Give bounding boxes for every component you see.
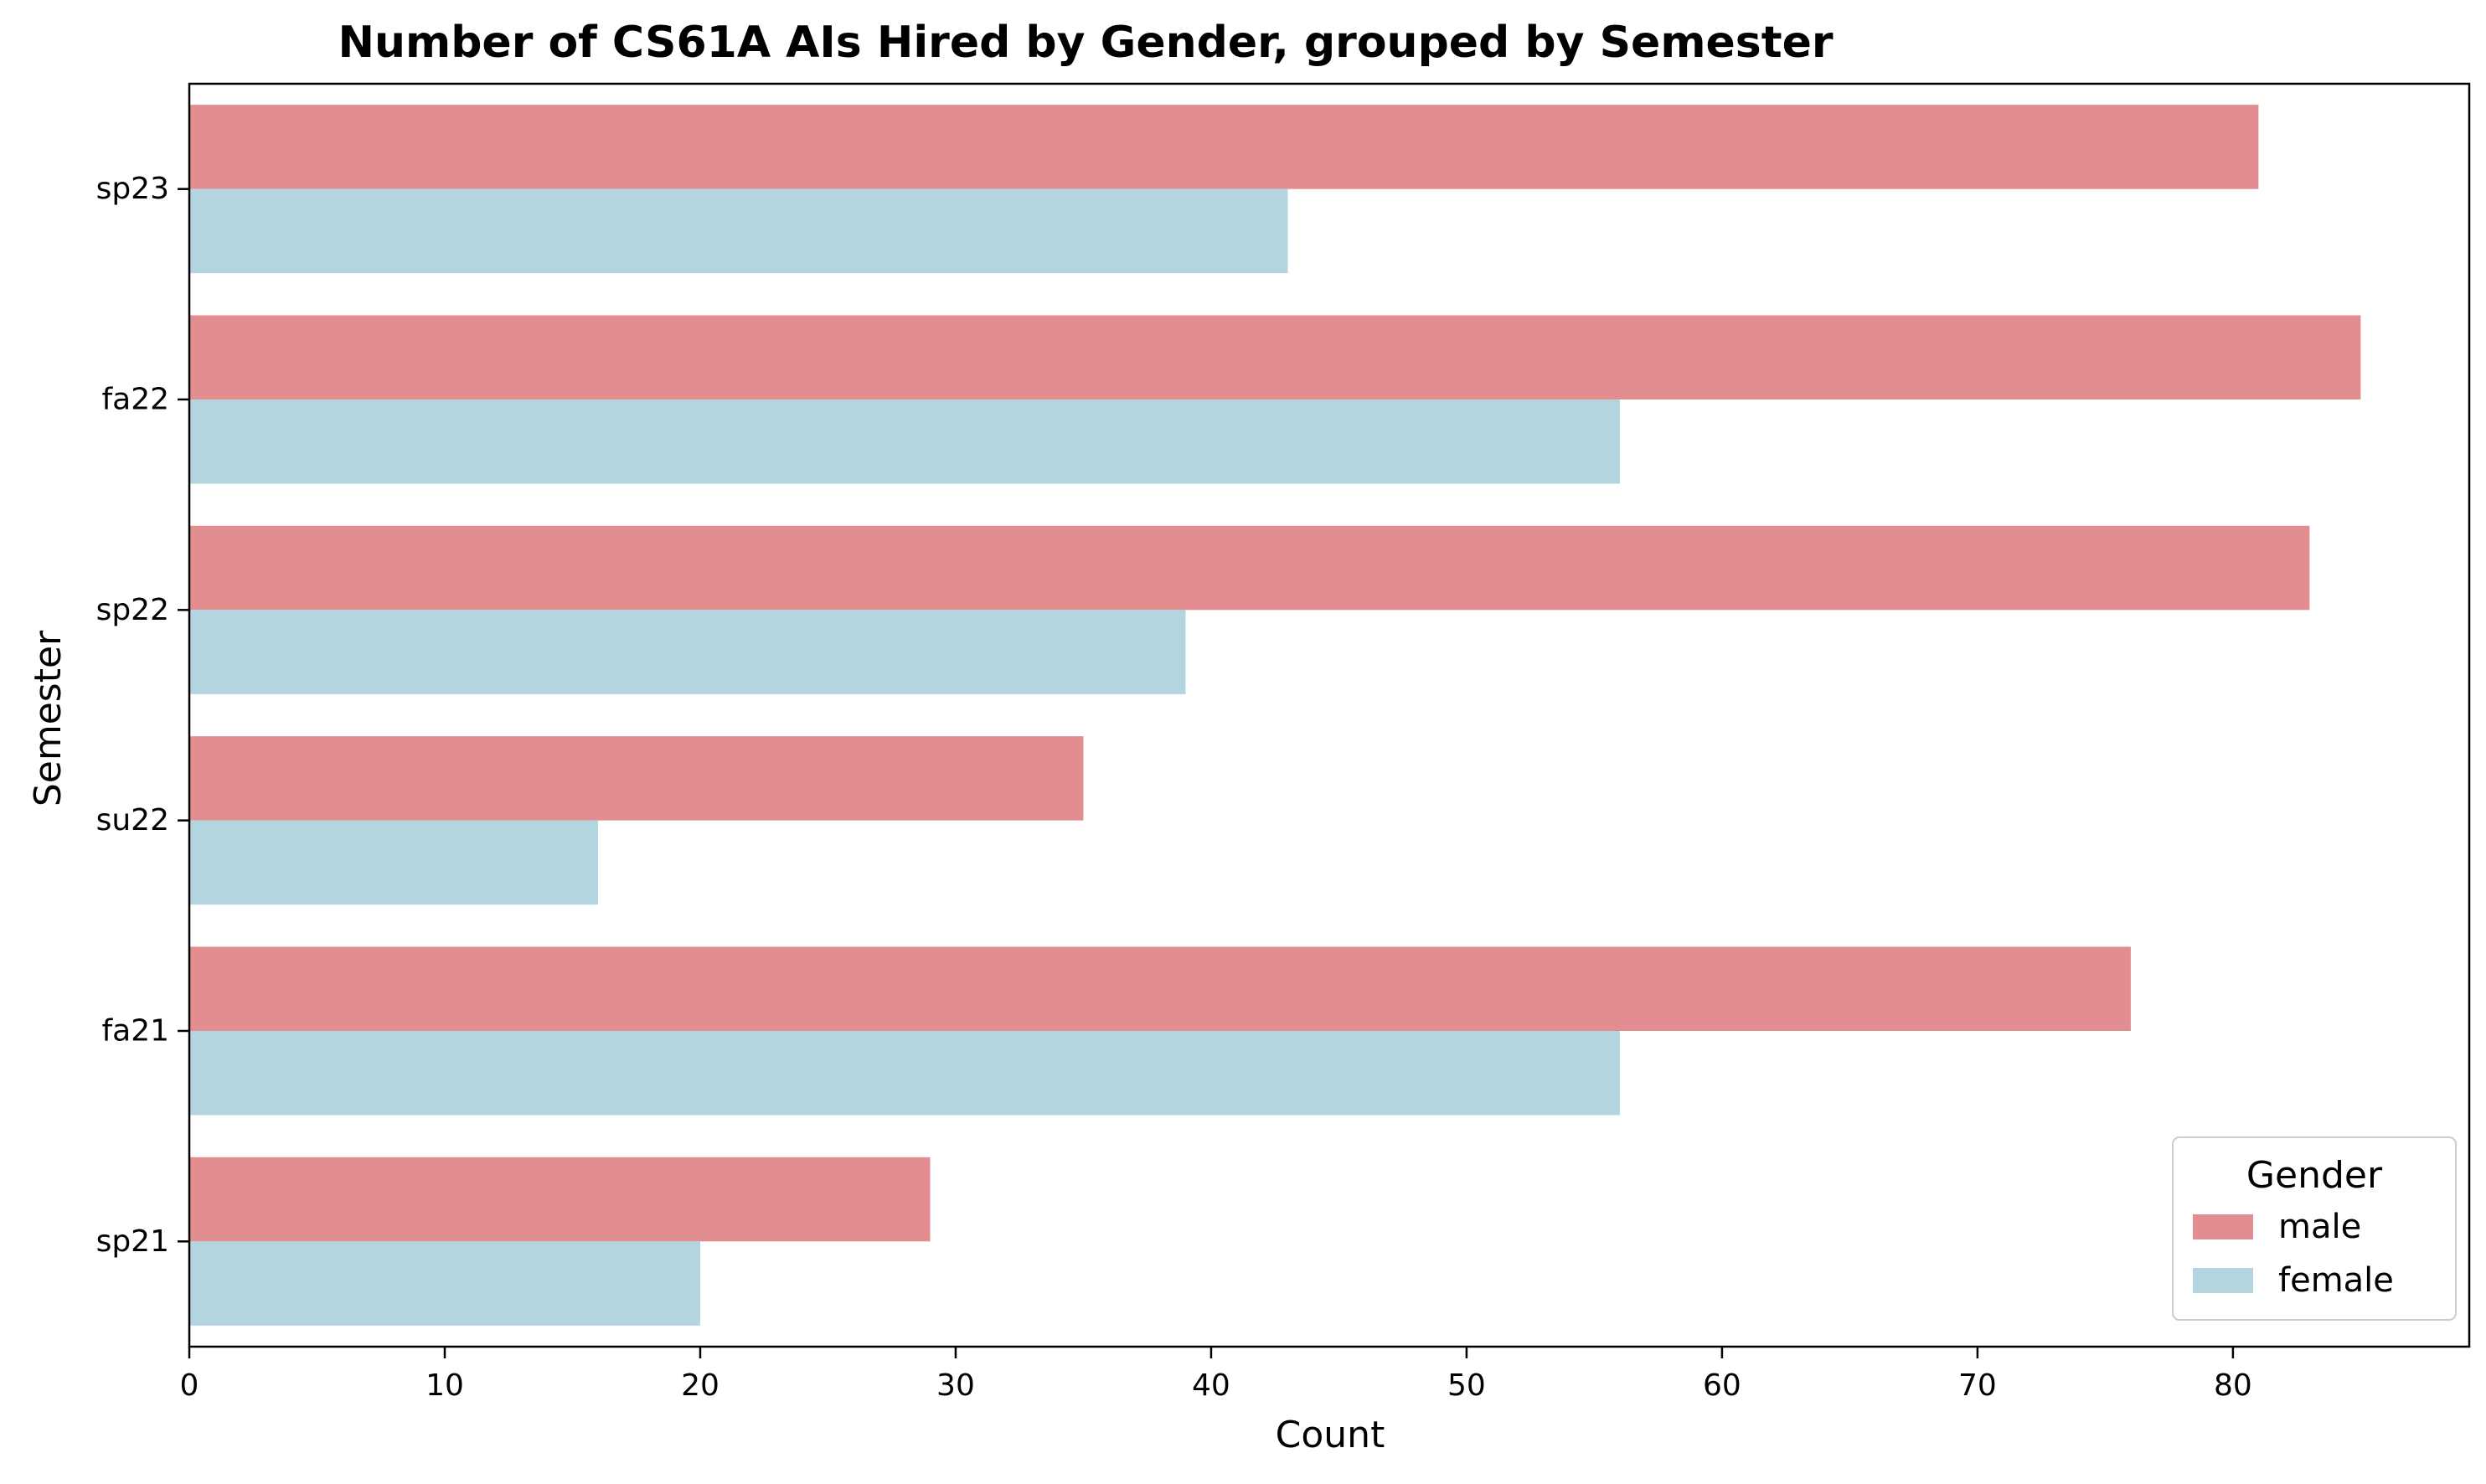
x-tick-label: 40 bbox=[1192, 1368, 1230, 1403]
x-tick-label: 10 bbox=[426, 1368, 464, 1403]
legend-label-female: female bbox=[2278, 1261, 2394, 1300]
bar-male-fa21 bbox=[189, 946, 2131, 1031]
y-tick-label: sp21 bbox=[96, 1224, 169, 1259]
bar-male-su22 bbox=[189, 736, 1084, 821]
y-tick-label: sp22 bbox=[96, 593, 169, 627]
bar-female-sp21 bbox=[189, 1241, 700, 1326]
x-tick-label: 70 bbox=[1958, 1368, 1997, 1403]
x-axis-label: Count bbox=[1276, 1414, 1385, 1456]
legend-label-male: male bbox=[2278, 1208, 2361, 1246]
x-tick-label: 60 bbox=[1703, 1368, 1741, 1403]
bar-female-su22 bbox=[189, 820, 598, 905]
x-tick-label: 30 bbox=[936, 1368, 975, 1403]
legend-title: Gender bbox=[2246, 1154, 2383, 1197]
plot-frame bbox=[188, 82, 2471, 1348]
legend: Gender male female bbox=[2172, 1136, 2457, 1321]
x-tick-label: 0 bbox=[180, 1368, 199, 1403]
bar-male-sp21 bbox=[189, 1157, 931, 1242]
ticks-layer: sp23 fa22 sp22 su22 fa21 sp21 0 10 20 30 40 50 60 70 8… bbox=[96, 172, 2252, 1403]
bars-layer bbox=[189, 105, 2361, 1326]
y-tick-label: sp23 bbox=[96, 172, 169, 206]
x-tick-label: 20 bbox=[681, 1368, 719, 1403]
chart-title: Number of CS61A AIs Hired by Gender, gro… bbox=[338, 18, 1833, 68]
bar-male-sp22 bbox=[189, 525, 2310, 611]
y-axis-label: Semester bbox=[27, 630, 70, 806]
bar-male-fa22 bbox=[189, 315, 2361, 399]
bar-female-fa21 bbox=[189, 1031, 1620, 1116]
bar-female-sp23 bbox=[189, 188, 1288, 274]
bar-male-sp23 bbox=[189, 105, 2259, 189]
legend-swatch-male bbox=[2193, 1214, 2253, 1239]
y-tick-label: su22 bbox=[96, 803, 169, 837]
x-tick-label: 80 bbox=[2214, 1368, 2252, 1403]
y-tick-label: fa21 bbox=[101, 1014, 169, 1049]
bar-female-fa22 bbox=[189, 399, 1620, 484]
legend-swatch-female bbox=[2193, 1268, 2253, 1293]
y-tick-label: fa22 bbox=[101, 383, 169, 417]
bar-female-sp22 bbox=[189, 610, 1186, 694]
x-tick-label: 50 bbox=[1447, 1368, 1486, 1403]
